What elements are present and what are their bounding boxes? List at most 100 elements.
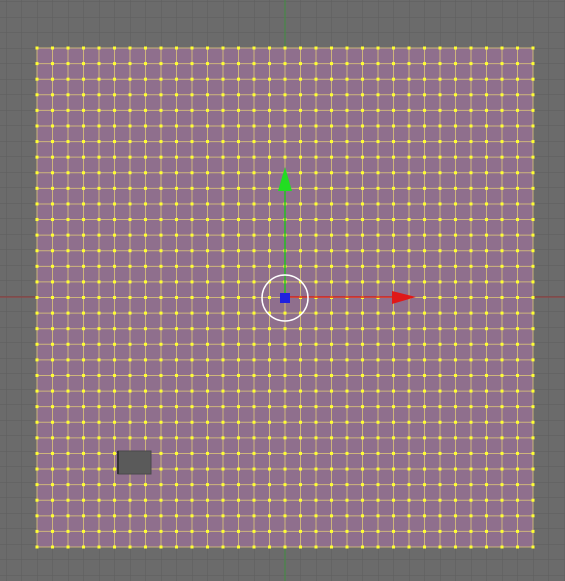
mesh-vertex — [206, 498, 209, 502]
mesh-vertex — [516, 311, 519, 315]
mesh-vertex — [175, 171, 178, 175]
mesh-vertex — [500, 124, 504, 128]
mesh-vertex — [500, 46, 504, 50]
mesh-vertex — [423, 93, 426, 97]
mesh-vertex — [283, 342, 287, 346]
mesh-vertex — [345, 233, 349, 237]
mesh-vertex — [144, 498, 147, 502]
mesh-vertex — [159, 529, 163, 533]
mesh-vertex — [175, 186, 178, 190]
mesh-vertex — [51, 373, 54, 377]
mesh-vertex — [221, 77, 225, 81]
mesh-vertex — [438, 389, 442, 393]
mesh-vertex — [51, 529, 54, 533]
mesh-vertex — [159, 545, 163, 549]
mesh-vertex — [454, 514, 457, 518]
mesh-vertex — [423, 77, 426, 81]
mesh-vertex — [113, 264, 116, 268]
mesh-vertex — [283, 124, 287, 128]
mesh-vertex — [469, 46, 473, 50]
mesh-vertex — [392, 77, 395, 81]
mesh-vertex — [82, 358, 85, 362]
mesh-vertex — [376, 498, 380, 502]
mesh-vertex — [237, 483, 240, 487]
mesh-vertex — [206, 140, 209, 144]
mesh-vertex — [469, 218, 473, 222]
mesh-vertex — [159, 358, 163, 362]
mesh-vertex — [361, 342, 364, 346]
mesh-vertex — [252, 171, 256, 175]
mesh-vertex — [206, 77, 209, 81]
mesh-vertex — [51, 389, 54, 393]
mesh-vertex — [237, 529, 240, 533]
mesh-vertex — [531, 405, 535, 409]
mesh-vertex — [283, 311, 287, 315]
mesh-vertex — [361, 420, 364, 424]
mesh-vertex — [144, 218, 147, 222]
mesh-vertex — [221, 171, 225, 175]
mesh-vertex — [66, 93, 70, 97]
mesh-vertex — [252, 93, 256, 97]
mesh-vertex — [97, 140, 101, 144]
mesh-vertex — [51, 249, 54, 253]
mesh-vertex — [469, 140, 473, 144]
mesh-vertex — [190, 46, 194, 50]
mesh-vertex — [407, 108, 411, 112]
mesh-vertex — [190, 327, 194, 331]
mesh-vertex — [190, 280, 194, 284]
mesh-vertex — [268, 62, 271, 66]
mesh-vertex — [252, 108, 256, 112]
mesh-vertex — [500, 296, 504, 299]
mesh-vertex — [221, 483, 225, 487]
mesh-vertex — [531, 233, 535, 237]
mesh-vertex — [500, 451, 504, 455]
mesh-vertex — [35, 514, 39, 518]
mesh-vertex — [454, 202, 457, 206]
mesh-vertex — [175, 46, 178, 50]
mesh-vertex — [423, 545, 426, 549]
mesh-vertex — [268, 405, 271, 409]
mesh-vertex — [314, 202, 318, 206]
mesh-vertex — [82, 124, 85, 128]
mesh-vertex — [113, 296, 116, 299]
mesh-vertex — [376, 124, 380, 128]
mesh-vertex — [454, 62, 457, 66]
mesh-vertex — [82, 311, 85, 315]
mesh-vertex — [82, 405, 85, 409]
mesh-vertex — [330, 46, 333, 50]
mesh-vertex — [392, 405, 395, 409]
mesh-vertex — [221, 124, 225, 128]
mesh-vertex — [500, 202, 504, 206]
mesh-vertex — [206, 124, 209, 128]
mesh-vertex — [175, 140, 178, 144]
mesh-vertex — [252, 327, 256, 331]
mesh-vertex — [128, 249, 132, 253]
mesh-vertex — [190, 296, 194, 299]
mesh-vertex — [454, 389, 457, 393]
mesh-vertex — [454, 186, 457, 190]
mesh-vertex — [469, 389, 473, 393]
mesh-vertex — [299, 451, 302, 455]
mesh-vertex — [516, 420, 519, 424]
mesh-vertex — [268, 358, 271, 362]
mesh-vertex — [361, 233, 364, 237]
mesh-vertex — [454, 545, 457, 549]
mesh-vertex — [299, 483, 302, 487]
mesh-vertex — [252, 155, 256, 159]
mesh-vertex — [423, 171, 426, 175]
mesh-vertex — [345, 140, 349, 144]
mesh-vertex — [144, 436, 147, 440]
mesh-vertex — [190, 108, 194, 112]
mesh-vertex — [237, 545, 240, 549]
mesh-vertex — [438, 171, 442, 175]
mesh-vertex — [175, 280, 178, 284]
mesh-vertex — [516, 389, 519, 393]
mesh-vertex — [330, 264, 333, 268]
mesh-vertex — [144, 108, 147, 112]
mesh-vertex — [221, 62, 225, 66]
mesh-vertex — [516, 296, 519, 299]
mesh-vertex — [237, 498, 240, 502]
mesh-vertex — [82, 420, 85, 424]
mesh-vertex — [376, 264, 380, 268]
mesh-vertex — [361, 280, 364, 284]
